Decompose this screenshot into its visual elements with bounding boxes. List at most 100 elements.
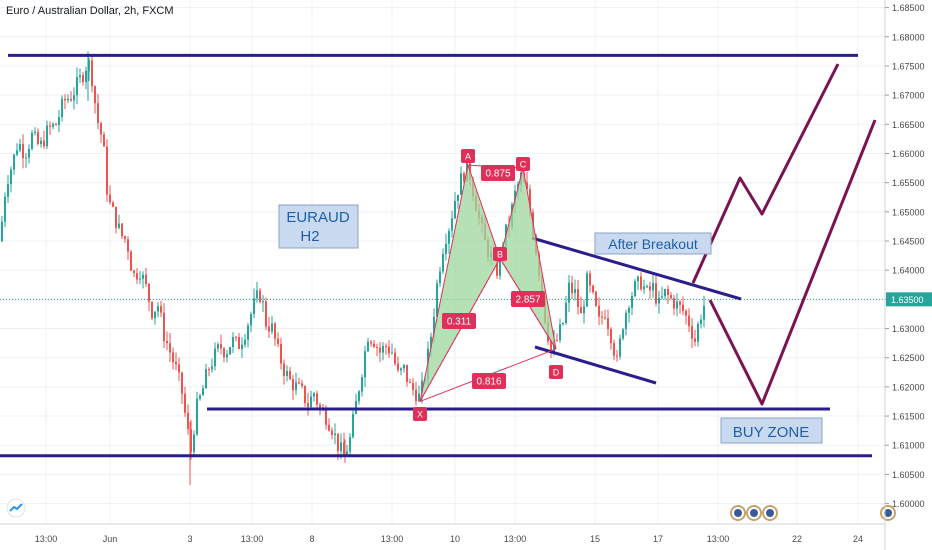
- candle-body: [430, 336, 432, 349]
- candle-body: [526, 182, 528, 190]
- candle-body: [115, 206, 117, 228]
- annotations[interactable]: EURAUD H2 After Breakout BUY ZONE: [278, 204, 896, 521]
- candle-body: [496, 254, 498, 276]
- candle-body: [28, 148, 30, 158]
- candle-body: [340, 442, 342, 452]
- candle-body: [580, 306, 582, 314]
- candle-body: [343, 442, 345, 456]
- buy-zone-text: BUY ZONE: [733, 424, 809, 441]
- candle-body: [592, 285, 594, 293]
- candle-body: [457, 194, 459, 201]
- candle-body: [370, 341, 372, 344]
- svg-text:C: C: [520, 160, 527, 170]
- chart-title: Euro / Australian Dollar, 2h, FXCM: [6, 5, 174, 17]
- candle-body: [418, 393, 420, 402]
- candle-body: [310, 396, 312, 408]
- candle-body: [529, 189, 531, 213]
- candle-body: [325, 410, 327, 425]
- harmonic-ratio-label: 2.857: [511, 291, 545, 307]
- harmonic-point-d: D: [549, 365, 563, 379]
- candle-body: [448, 230, 450, 244]
- candle-body: [658, 297, 660, 304]
- x-tick-label: 13:00: [381, 534, 404, 544]
- candle-body: [556, 340, 558, 342]
- candle-body: [688, 315, 690, 327]
- candle-body: [196, 398, 198, 435]
- candle-body: [250, 314, 252, 326]
- candle-body: [172, 352, 174, 363]
- y-tick-label: 1.68500: [892, 3, 925, 13]
- candle-body: [460, 173, 462, 195]
- candle-body: [703, 305, 705, 320]
- candle-body: [118, 223, 120, 228]
- svg-text:0.311: 0.311: [447, 317, 472, 328]
- candle-body: [319, 404, 321, 409]
- candle-body: [667, 289, 669, 296]
- x-tick-label: 13:00: [707, 534, 730, 544]
- candle-body: [379, 347, 381, 353]
- candle-body: [31, 132, 33, 149]
- candle-body: [313, 393, 315, 397]
- projection-buy-zone-path: [708, 119, 877, 406]
- candle-body: [694, 338, 696, 342]
- candle-body: [349, 437, 351, 452]
- horizontal-levels[interactable]: [0, 53, 872, 458]
- candle-body: [25, 157, 27, 159]
- harmonic-ratio-label: 0.816: [472, 373, 506, 389]
- candle-body: [247, 325, 249, 340]
- candle-body: [367, 341, 369, 352]
- candle-body: [154, 311, 156, 319]
- candle-body: [10, 169, 12, 185]
- harmonic-pattern[interactable]: X A B C D 0.875 0.311 2.857 0.816: [413, 149, 563, 421]
- svg-text:B: B: [497, 250, 503, 260]
- harmonic-point-a: A: [461, 149, 475, 163]
- candle-body: [79, 75, 81, 78]
- candle-body: [619, 338, 621, 357]
- candle-body: [151, 301, 153, 319]
- projection-path[interactable]: [691, 63, 877, 406]
- candle-body: [43, 140, 45, 147]
- y-tick-label: 1.68000: [892, 32, 925, 42]
- candle-body: [85, 70, 87, 83]
- candle-body: [235, 336, 237, 338]
- candle-body: [598, 305, 600, 317]
- candle-body: [268, 326, 270, 332]
- candle-body: [685, 310, 687, 316]
- candle-body: [469, 158, 471, 180]
- candle-body: [298, 382, 300, 384]
- y-tick-label: 1.61000: [892, 441, 925, 451]
- candle-body: [127, 239, 129, 252]
- buy-zone-annotation: BUY ZONE: [720, 417, 823, 444]
- candle-body: [220, 344, 222, 349]
- x-tick-label: 8: [309, 534, 314, 544]
- candle-body: [676, 301, 678, 309]
- candle-body: [634, 281, 636, 297]
- candle-body: [388, 346, 390, 354]
- candle-body: [307, 403, 309, 408]
- candle-body: [4, 196, 6, 222]
- candle-body: [655, 283, 657, 304]
- candle-body: [316, 393, 318, 405]
- candle-body: [400, 368, 402, 371]
- candle-body: [661, 296, 663, 298]
- candle-body: [637, 276, 639, 282]
- candle-body: [331, 430, 333, 435]
- candle-body: [280, 343, 282, 364]
- candle-body: [226, 354, 228, 358]
- candle-body: [49, 125, 51, 127]
- candle-body: [214, 348, 216, 367]
- svg-text:2.857: 2.857: [515, 295, 540, 306]
- candle-body: [217, 344, 219, 349]
- svg-text:1.63500: 1.63500: [891, 295, 924, 305]
- candle-body: [628, 308, 630, 313]
- symbol-annotation-line: EURAUD: [286, 209, 350, 226]
- svg-text:D: D: [553, 368, 560, 378]
- y-tick-label: 1.66500: [892, 120, 925, 130]
- y-tick-label: 1.66000: [892, 149, 925, 159]
- candle-body: [559, 324, 561, 341]
- candle-body: [157, 306, 159, 312]
- candle-body: [283, 363, 285, 376]
- candle-body: [229, 347, 231, 355]
- candle-body: [136, 273, 138, 280]
